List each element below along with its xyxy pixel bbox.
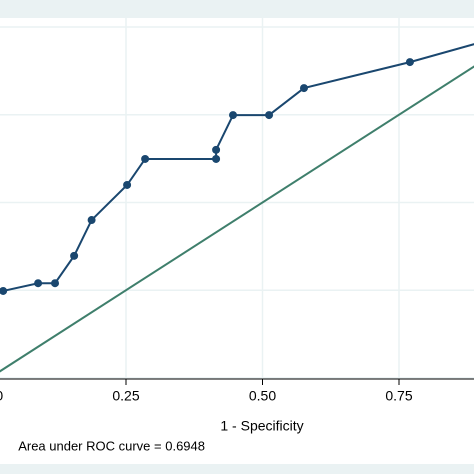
x-axis-title: 1 - Specificity [220, 418, 303, 434]
roc-line [0, 65, 474, 373]
roc-point [123, 180, 132, 189]
roc-point [405, 58, 414, 67]
roc-point [0, 286, 8, 295]
roc-point [141, 154, 150, 163]
roc-point [265, 111, 274, 120]
roc-point [212, 154, 221, 163]
plot-background [0, 18, 474, 464]
roc-point [212, 145, 221, 154]
roc-point [70, 251, 79, 260]
x-tick-label: 0.25 [112, 388, 139, 404]
roc-point [51, 279, 60, 288]
x-tick-label: 0.00 [0, 388, 3, 404]
roc-line [2, 43, 474, 292]
roc-point [87, 216, 96, 225]
x-tick-label: 0.75 [385, 388, 412, 404]
annotation: Area under ROC curve = 0.6948 [18, 438, 205, 453]
x-tick-label: 0.50 [249, 388, 276, 404]
roc-point [299, 84, 308, 93]
roc-point [34, 279, 43, 288]
roc-point [229, 111, 238, 120]
